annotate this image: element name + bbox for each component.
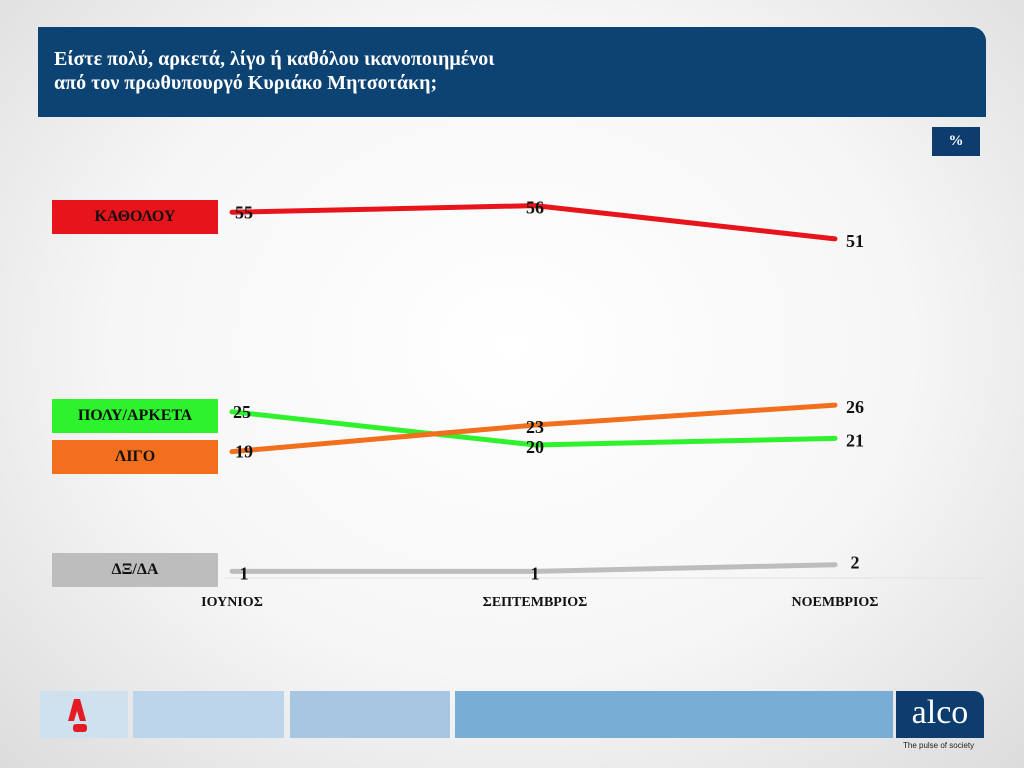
alco-logo: alco	[896, 691, 984, 738]
x-tick-label: ΝΟΕΜΒΡΙΟΣ	[792, 595, 879, 610]
footer-bar-1	[133, 691, 284, 738]
data-label: 25	[233, 402, 251, 422]
legend-3: ΔΞ/ΔΑ	[52, 553, 218, 587]
data-label: 21	[846, 430, 864, 450]
footer-bar-3	[455, 691, 893, 738]
legend-2: ΛΙΓΟ	[52, 440, 218, 474]
legend-1: ΠΟΛΥ/ΑΡΚΕΤΑ	[52, 399, 218, 433]
data-label: 26	[846, 397, 864, 417]
data-label: 51	[846, 231, 864, 251]
alco-tagline: The pulse of society	[903, 741, 975, 750]
series-line	[229, 203, 838, 242]
data-label: 2	[851, 553, 860, 573]
series-line	[229, 562, 838, 574]
data-label: 1	[531, 563, 540, 583]
x-tick-label: ΣΕΠΤΕΜΒΡΙΟΣ	[483, 595, 588, 610]
data-label: 20	[526, 437, 544, 457]
data-label: 19	[235, 442, 253, 462]
series-line	[229, 402, 838, 455]
title-line-2: από τον πρωθυπουργό Κυριάκο Μητσοτάκη;	[54, 72, 438, 94]
title-line-1: Είστε πολύ, αρκετά, λίγο ή καθόλου ικανο…	[54, 48, 495, 70]
data-label: 1	[240, 563, 249, 583]
data-label: 55	[235, 202, 253, 222]
data-label: 23	[526, 417, 544, 437]
x-tick-label: ΙΟΥΝΙΟΣ	[201, 595, 263, 610]
chart-title: Είστε πολύ, αρκετά, λίγο ή καθόλου ικανο…	[38, 27, 986, 117]
alpha-news-logo-panel	[40, 691, 128, 738]
footer-bar-2	[290, 691, 450, 738]
unit-badge: %	[932, 127, 980, 156]
legend-0: ΚΑΘΟΛΟΥ	[52, 200, 218, 234]
data-label: 56	[526, 198, 544, 218]
alpha-news-logo	[68, 699, 87, 732]
series-line	[229, 409, 838, 448]
